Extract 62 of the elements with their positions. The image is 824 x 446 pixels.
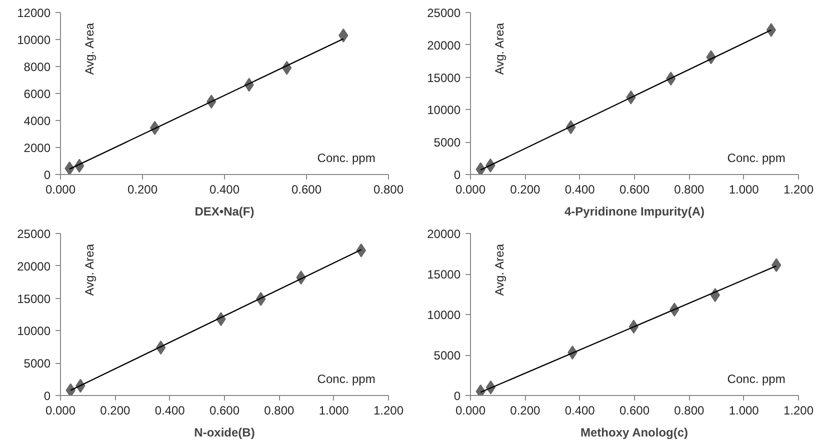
- x-tick-label: 0.200: [127, 182, 158, 196]
- y-axis-title: Avg. Area: [492, 244, 507, 296]
- y-tick-label: 10000: [427, 308, 461, 322]
- x-tick-label: 0.600: [209, 404, 240, 418]
- x-axis-title: DEX•Na(F): [194, 204, 254, 218]
- x-tick-label: 0.400: [209, 182, 240, 196]
- y-axis-title: Avg. Area: [82, 244, 97, 296]
- annotation: Conc. ppm: [727, 372, 786, 386]
- annotation: Conc. ppm: [317, 372, 376, 386]
- y-axis-title: Avg. Area: [82, 22, 97, 75]
- y-tick-label: 10000: [17, 33, 51, 47]
- y-tick-label: 20000: [427, 38, 461, 52]
- y-tick-label: 20000: [17, 259, 51, 274]
- annotation: Conc. ppm: [317, 150, 376, 165]
- y-tick-label: 0: [44, 168, 51, 182]
- y-tick-label: 5000: [434, 136, 461, 150]
- x-axis-title: N-oxide(B): [194, 426, 255, 440]
- x-tick-label: 0.000: [455, 182, 486, 196]
- x-tick-label: 1.000: [728, 404, 760, 418]
- x-tick-label: 0.600: [291, 182, 322, 196]
- x-tick-label: 0.000: [45, 404, 76, 418]
- x-tick-label: 0.000: [45, 182, 76, 196]
- y-axis-title: Avg. Area: [492, 22, 507, 75]
- x-tick-label: 0.400: [154, 404, 186, 418]
- x-tick-label: 0.800: [674, 182, 705, 196]
- x-tick-label: 0.200: [510, 182, 541, 196]
- x-tick-label: 1.000: [728, 182, 760, 196]
- x-tick-label: 0.200: [510, 404, 541, 418]
- y-tick-label: 6000: [24, 87, 51, 101]
- x-tick-label: 0.600: [619, 404, 650, 418]
- y-tick-label: 25000: [17, 227, 51, 241]
- y-tick-label: 10000: [17, 324, 51, 338]
- x-tick-label: 0.400: [564, 182, 596, 196]
- y-tick-label: 0: [454, 389, 461, 403]
- y-tick-label: 5000: [24, 356, 51, 371]
- x-axis-title: 4-Pyridinone Impurity(A): [564, 204, 705, 218]
- y-tick-label: 0: [454, 168, 461, 182]
- x-tick-label: 1.200: [783, 182, 814, 196]
- y-tick-label: 12000: [17, 6, 51, 20]
- y-tick-label: 15000: [17, 292, 51, 306]
- y-tick-label: 25000: [427, 6, 461, 20]
- y-tick-label: 8000: [24, 60, 51, 74]
- y-tick-label: 10000: [427, 103, 461, 118]
- annotation: Conc. ppm: [727, 150, 786, 165]
- x-tick-label: 0.600: [619, 182, 650, 196]
- x-axis-title: Methoxy Anolog(c): [580, 426, 688, 440]
- y-tick-label: 2000: [24, 141, 51, 155]
- y-tick-label: 0: [44, 389, 51, 403]
- x-tick-label: 1.200: [783, 404, 814, 418]
- x-tick-label: 0.000: [455, 404, 486, 418]
- x-tick-label: 1.000: [318, 404, 350, 418]
- x-tick-label: 0.800: [674, 404, 705, 418]
- x-tick-label: 0.800: [373, 182, 404, 196]
- x-tick-label: 1.200: [373, 404, 404, 418]
- y-tick-label: 4000: [24, 114, 51, 128]
- y-tick-label: 5000: [434, 348, 461, 362]
- y-tick-label: 15000: [427, 70, 461, 85]
- y-tick-label: 20000: [427, 227, 461, 241]
- y-tick-label: 15000: [427, 268, 461, 282]
- x-tick-label: 0.200: [100, 404, 131, 418]
- x-tick-label: 0.400: [564, 404, 596, 418]
- x-tick-label: 0.800: [264, 404, 295, 418]
